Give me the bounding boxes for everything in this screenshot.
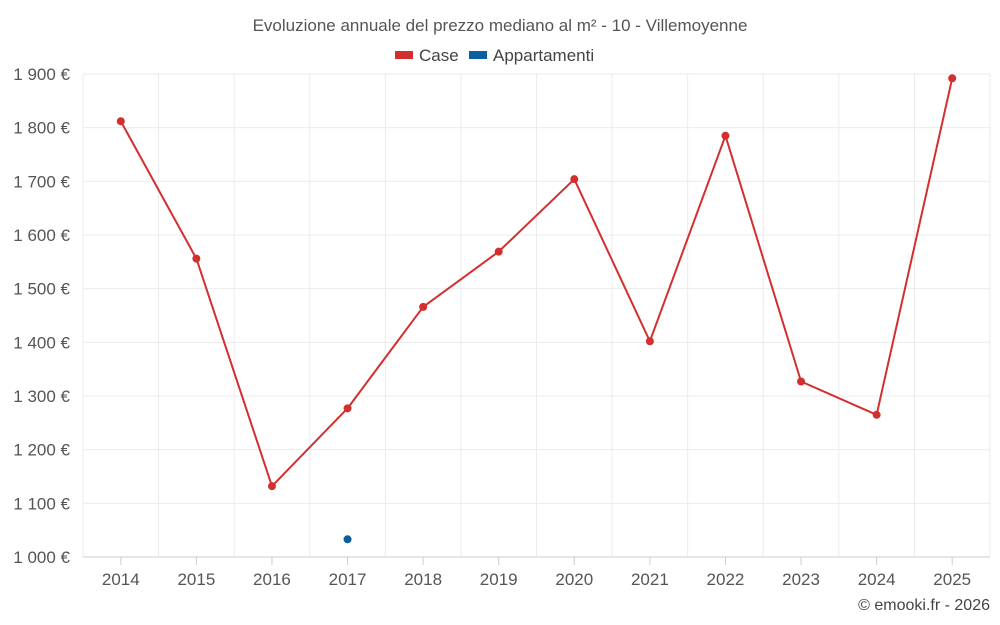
chart-title: Evoluzione annuale del prezzo mediano al…	[253, 16, 748, 35]
data-point-case-2019	[494, 247, 503, 256]
x-tick-label: 2020	[555, 570, 593, 589]
legend-swatch	[469, 51, 487, 59]
x-tick-label: 2017	[329, 570, 367, 589]
x-tick-label: 2015	[177, 570, 215, 589]
y-tick-label: 1 800 €	[13, 119, 70, 138]
y-tick-label: 1 400 €	[13, 333, 70, 352]
data-point-case-2016	[267, 482, 276, 491]
y-tick-label: 1 100 €	[13, 494, 70, 513]
x-tick-label: 2014	[102, 570, 140, 589]
y-tick-label: 1 200 €	[13, 441, 70, 460]
y-tick-label: 1 900 €	[13, 65, 70, 84]
y-tick-label: 1 700 €	[13, 172, 70, 191]
grid	[82, 73, 991, 558]
data-point-case-2014	[116, 117, 125, 126]
series-group	[116, 74, 957, 544]
x-tick-label: 2023	[782, 570, 820, 589]
x-tick-label: 2025	[933, 570, 971, 589]
credit-text: © emooki.fr - 2026	[858, 597, 990, 614]
legend-item-appartamenti: Appartamenti	[469, 46, 594, 65]
series-line-case	[119, 78, 954, 488]
data-point-case-2025	[948, 74, 957, 83]
data-point-appartamenti-2017	[343, 535, 352, 544]
data-point-case-2023	[797, 377, 806, 386]
x-tick-label: 2024	[858, 570, 896, 589]
y-tick-label: 1 300 €	[13, 387, 70, 406]
legend-label: Case	[419, 46, 459, 65]
x-tick-label: 2019	[480, 570, 518, 589]
x-tick-label: 2018	[404, 570, 442, 589]
series-case	[116, 74, 957, 491]
y-tick-label: 1 000 €	[13, 548, 70, 567]
y-tick-label: 1 500 €	[13, 280, 70, 299]
y-tick-label: 1 600 €	[13, 226, 70, 245]
data-point-case-2022	[721, 131, 730, 140]
y-axis: 1 000 € 1 100 € 1 200 € 1 300 € 1 400 € 1 500…	[13, 65, 70, 567]
data-point-case-2021	[645, 337, 654, 346]
x-tick-label: 2021	[631, 570, 669, 589]
series-appartamenti	[343, 535, 352, 544]
data-point-case-2024	[872, 410, 881, 419]
x-tick-label: 2016	[253, 570, 291, 589]
legend-swatch	[395, 51, 413, 59]
x-axis: 2014 2015 2016 2017 2018 2019 2020 2021 2022 2023…	[102, 557, 971, 589]
data-point-case-2015	[192, 254, 201, 263]
data-point-case-2018	[419, 302, 428, 311]
legend: Case Appartamenti	[395, 46, 594, 65]
data-point-case-2017	[343, 404, 352, 413]
x-tick-label: 2022	[707, 570, 745, 589]
data-point-case-2020	[570, 175, 579, 184]
legend-label: Appartamenti	[493, 46, 594, 65]
legend-item-case: Case	[395, 46, 459, 65]
